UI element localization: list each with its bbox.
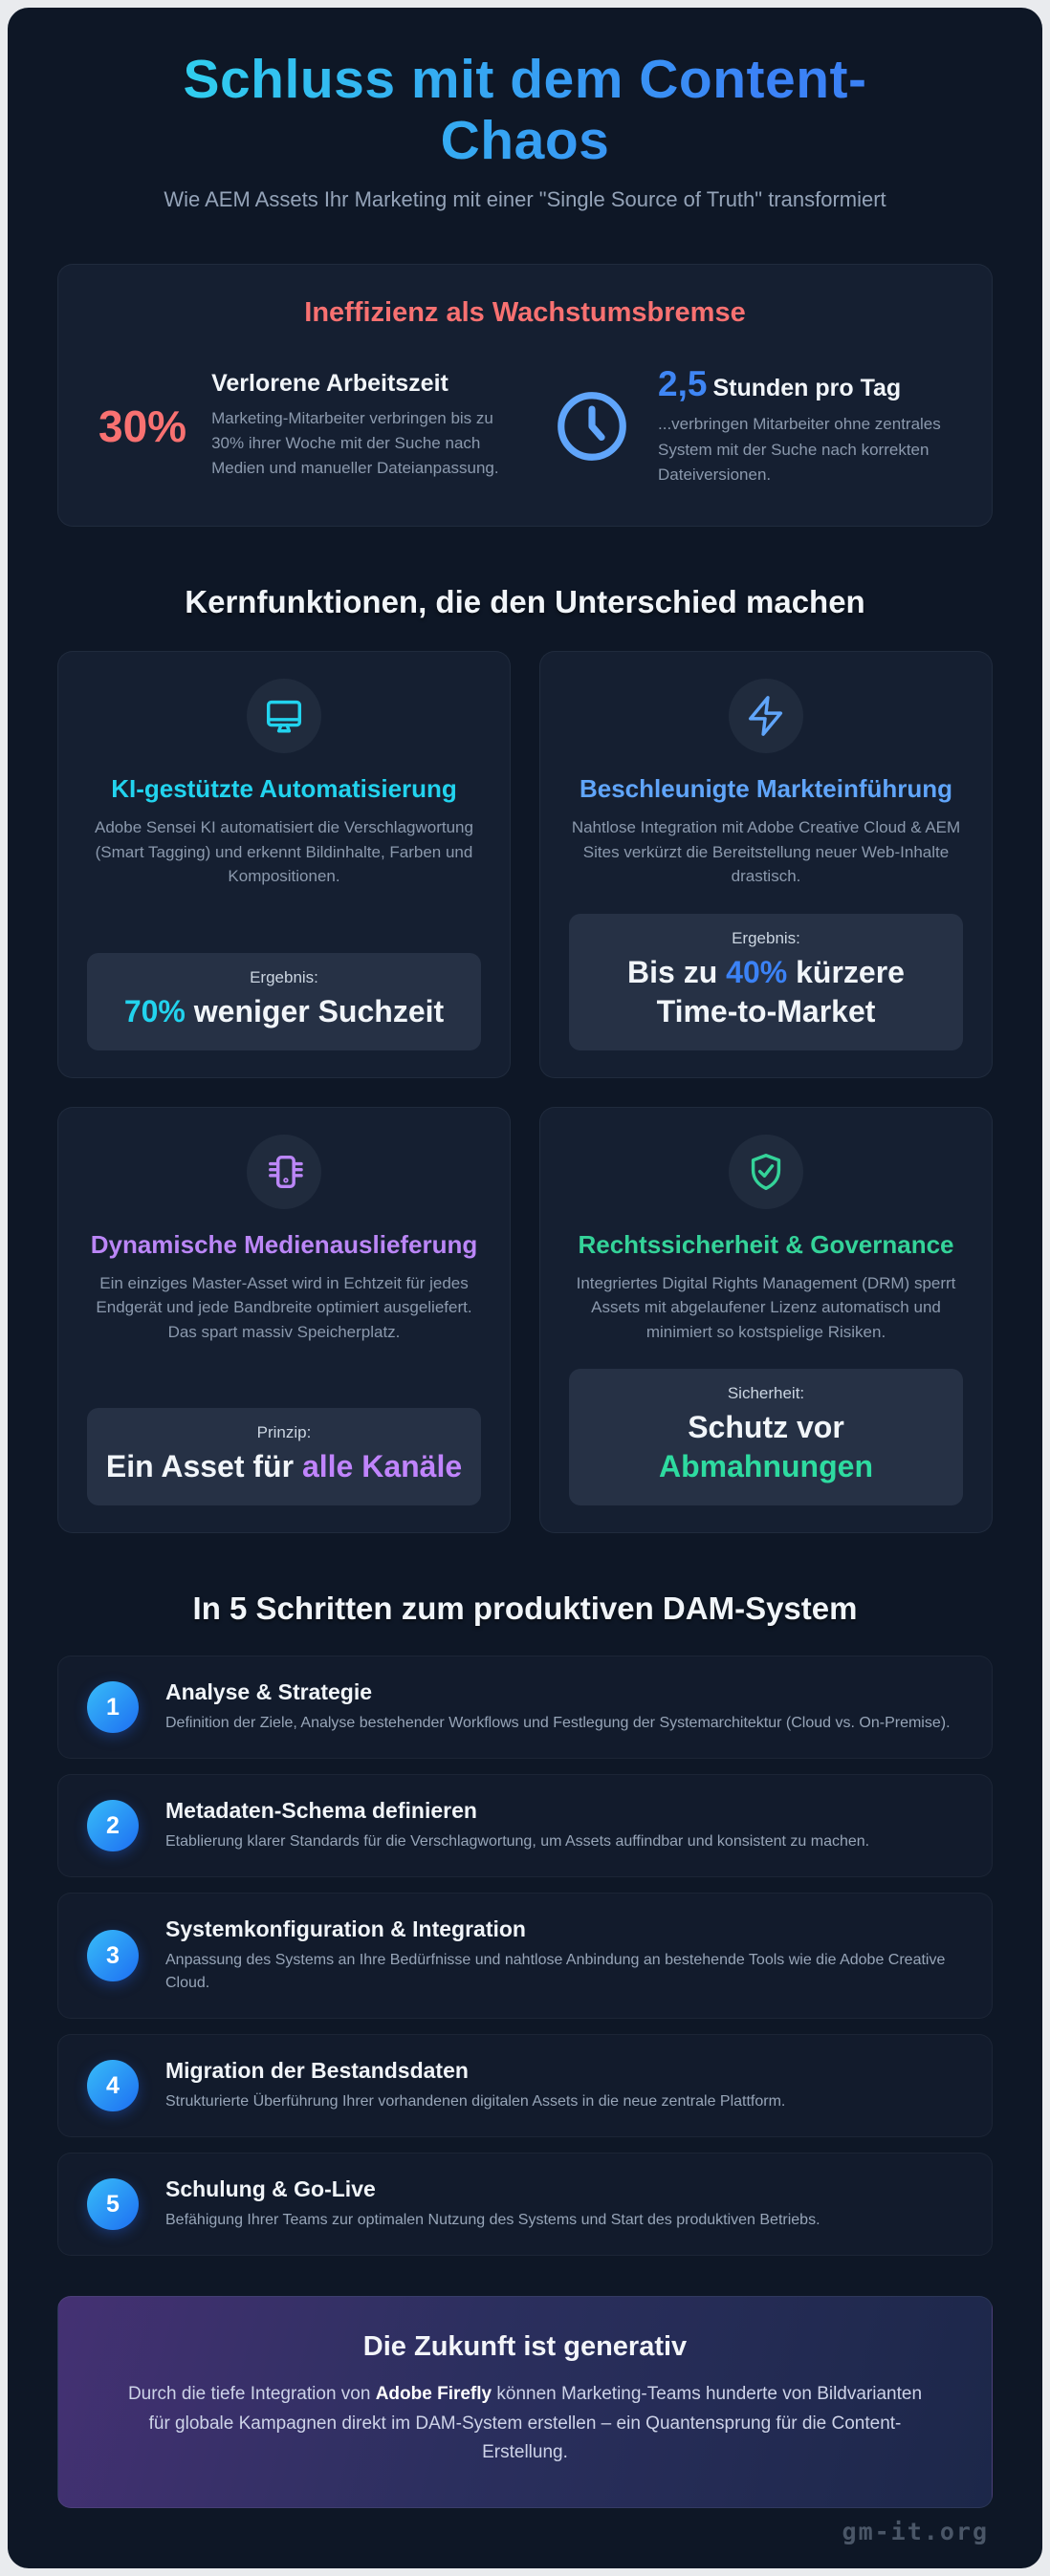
step-title: Schulung & Go-Live xyxy=(165,2176,376,2202)
step-number-badge: 1 xyxy=(87,1681,139,1734)
stat-description: ...verbringen Mitarbeiter ohne zentrales… xyxy=(658,415,941,485)
stat-heading: 2,5 Stunden pro Tag xyxy=(658,363,952,404)
step-text: Schulung & Go-Live Befähigung Ihrer Team… xyxy=(165,2176,820,2232)
step-schulung-golive: 5 Schulung & Go-Live Befähigung Ihrer Te… xyxy=(57,2153,993,2257)
feature-card-description: Nahtlose Integration mit Adobe Creative … xyxy=(571,818,961,886)
result-highlight: Abmahnungen xyxy=(659,1449,873,1484)
feature-card-description: Ein einziges Master-Asset wird in Echtze… xyxy=(96,1273,472,1341)
step-number-badge: 3 xyxy=(87,1930,139,1982)
page-subtitle: Wie AEM Assets Ihr Marketing mit einer "… xyxy=(164,186,886,211)
feature-card-title: Beschleunigte Markteinführung xyxy=(579,774,953,804)
shield-check-icon xyxy=(729,1134,803,1209)
stat-value-hours: 2,5 xyxy=(658,363,708,403)
step-migration: 4 Migration der Bestandsdaten Strukturie… xyxy=(57,2034,993,2138)
step-analyse-strategie: 1 Analyse & Strategie Definition der Zie… xyxy=(57,1656,993,1760)
result-label: Ergebnis: xyxy=(732,928,800,947)
step-metadaten-schema: 2 Metadaten-Schema definieren Etablierun… xyxy=(57,1774,993,1878)
step-description: Etablierung klarer Standards für die Ver… xyxy=(165,1833,870,1851)
stat-text: Verlorene Arbeitszeit Marketing-Mitarbei… xyxy=(211,371,499,482)
step-title: Systemkonfiguration & Integration xyxy=(165,1916,526,1942)
step-number-badge: 4 xyxy=(87,2060,139,2112)
future-text: Durch die tiefe Integration von Adobe Fi… xyxy=(123,2380,927,2467)
step-number-badge: 5 xyxy=(87,2178,139,2231)
result-text: 70% weniger Suchzeit xyxy=(104,992,464,1031)
result-highlight: 70% xyxy=(123,993,186,1028)
result-box: Sicherheit: Schutz vor Abmahnungen xyxy=(569,1369,963,1506)
monitor-icon xyxy=(247,679,321,754)
features-grid: KI-gestützte Automatisierung Adobe Sense… xyxy=(57,651,993,1534)
stat-value-30-percent: 30% xyxy=(98,401,187,452)
feature-card-ki-automatisierung: KI-gestützte Automatisierung Adobe Sense… xyxy=(57,651,511,1078)
step-description: Befähigung Ihrer Teams zur optimalen Nut… xyxy=(165,2212,820,2229)
result-highlight: alle Kanäle xyxy=(301,1449,463,1484)
step-text: Analyse & Strategie Definition der Ziele… xyxy=(165,1679,951,1735)
step-title: Migration der Bestandsdaten xyxy=(165,2058,469,2084)
step-text: Migration der Bestandsdaten Strukturiert… xyxy=(165,2058,785,2113)
result-post: weniger Suchzeit xyxy=(185,993,445,1028)
result-pre: Bis zu xyxy=(627,954,727,989)
problem-panel: Ineffizienz als Wachstumsbremse 30% Verl… xyxy=(57,263,993,528)
step-description: Strukturierte Überführung Ihrer vorhande… xyxy=(165,2093,786,2111)
features-heading: Kernfunktionen, die den Unterschied mach… xyxy=(185,584,865,620)
result-text: Bis zu 40% kürzere Time-to-Market xyxy=(586,953,946,1031)
step-description: Anpassung des Systems an Ihre Bedürfniss… xyxy=(165,1952,946,1992)
result-pre: Schutz vor xyxy=(688,1410,844,1445)
stat-text: 2,5 Stunden pro Tag ...verbringen Mitarbe… xyxy=(658,363,952,488)
future-text-bold: Adobe Firefly xyxy=(375,2384,492,2405)
clock-icon xyxy=(551,385,633,467)
feature-card-description: Integriertes Digital Rights Management (… xyxy=(576,1273,956,1341)
step-text: Metadaten-Schema definieren Etablierung … xyxy=(165,1798,869,1853)
lightning-icon xyxy=(729,679,803,754)
step-systemkonfiguration: 3 Systemkonfiguration & Integration Anpa… xyxy=(57,1893,993,2020)
feature-card-title: Dynamische Medienauslieferung xyxy=(90,1229,478,1259)
feature-card-title: KI-gestützte Automatisierung xyxy=(111,774,457,804)
result-label: Prinzip: xyxy=(256,1423,312,1442)
steps-list: 1 Analyse & Strategie Definition der Zie… xyxy=(57,1656,993,2257)
result-text: Ein Asset für alle Kanäle xyxy=(104,1447,464,1486)
feature-card-medienauslieferung: Dynamische Medienauslieferung Ein einzig… xyxy=(57,1106,511,1534)
result-label: Ergebnis: xyxy=(250,967,318,986)
page-title: Schluss mit dem Content-Chaos xyxy=(104,49,946,172)
problem-title: Ineffizienz als Wachstumsbremse xyxy=(304,296,746,328)
step-number-badge: 2 xyxy=(87,1800,139,1852)
result-pre: Ein Asset für xyxy=(105,1449,302,1484)
result-box: Ergebnis: 70% weniger Suchzeit xyxy=(87,952,481,1050)
stat-hours-per-day: 2,5 Stunden pro Tag ...verbringen Mitarbe… xyxy=(551,363,952,488)
result-box: Prinzip: Ein Asset für alle Kanäle xyxy=(87,1408,481,1506)
future-text-pre: Durch die tiefe Integration von xyxy=(127,2384,376,2405)
steps-heading: In 5 Schritten zum produktiven DAM-Syste… xyxy=(192,1591,858,1627)
stat-heading: Verlorene Arbeitszeit xyxy=(211,370,448,398)
result-box: Ergebnis: Bis zu 40% kürzere Time-to-Mar… xyxy=(569,913,963,1050)
future-title: Die Zukunft ist generativ xyxy=(362,2331,688,2363)
result-highlight: 40% xyxy=(726,954,788,989)
feature-card-markteinfuehrung: Beschleunigte Markteinführung Nahtlose I… xyxy=(539,651,993,1078)
feature-card-description: Adobe Sensei KI automatisiert die Versch… xyxy=(95,818,473,886)
result-label: Sicherheit: xyxy=(727,1384,805,1403)
infographic-root: Schluss mit dem Content-Chaos Wie AEM As… xyxy=(8,8,1042,2569)
result-post: kürzere Time-to-Market xyxy=(656,954,905,1028)
feature-card-title: Rechtssicherheit & Governance xyxy=(578,1229,954,1259)
watermark: gm-it.org xyxy=(842,2518,989,2546)
stat-description: Marketing-Mitarbeiter verbringen bis zu … xyxy=(211,408,499,478)
result-text: Schutz vor Abmahnungen xyxy=(586,1408,946,1486)
future-card: Die Zukunft ist generativ Durch die tief… xyxy=(57,2296,993,2509)
smartphone-icon xyxy=(247,1134,321,1209)
problem-stats-row: 30% Verlorene Arbeitszeit Marketing-Mita… xyxy=(98,363,952,488)
step-title: Metadaten-Schema definieren xyxy=(165,1798,477,1824)
stat-heading-label: Stunden pro Tag xyxy=(712,374,902,401)
stat-lost-worktime: 30% Verlorene Arbeitszeit Marketing-Mita… xyxy=(98,365,499,488)
feature-card-rechtssicherheit: Rechtssicherheit & Governance Integriert… xyxy=(539,1106,993,1534)
step-description: Definition der Ziele, Analyse bestehende… xyxy=(165,1715,951,1732)
step-title: Analyse & Strategie xyxy=(165,1679,373,1705)
step-text: Systemkonfiguration & Integration Anpass… xyxy=(165,1916,963,1995)
